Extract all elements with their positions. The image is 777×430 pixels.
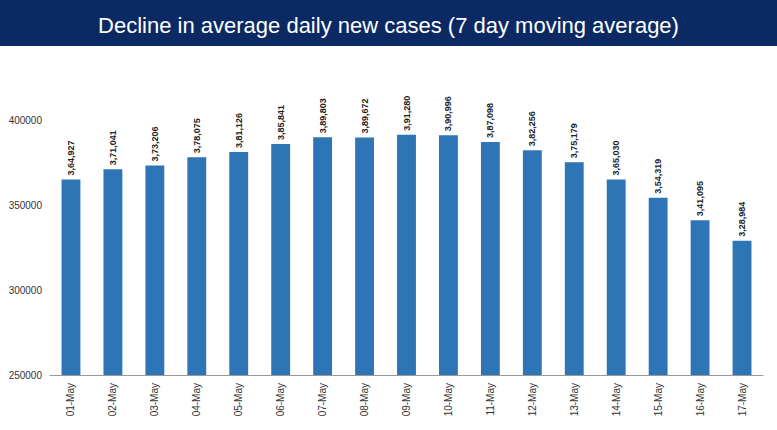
svg-text:3,73,206: 3,73,206 <box>150 127 160 162</box>
svg-text:3,81,126: 3,81,126 <box>234 113 244 148</box>
svg-text:09-May: 09-May <box>401 383 412 416</box>
svg-text:400000: 400000 <box>9 115 43 126</box>
svg-text:3,75,179: 3,75,179 <box>569 123 579 158</box>
svg-text:3,91,280: 3,91,280 <box>402 96 412 131</box>
svg-text:3,28,984: 3,28,984 <box>737 202 747 237</box>
svg-text:16-May: 16-May <box>695 383 706 416</box>
svg-text:350000: 350000 <box>9 200 43 211</box>
svg-text:3,71,041: 3,71,041 <box>108 130 118 165</box>
svg-text:04-May: 04-May <box>191 383 202 416</box>
svg-text:01-May: 01-May <box>65 383 76 416</box>
svg-text:3,65,030: 3,65,030 <box>611 140 621 175</box>
svg-text:3,54,319: 3,54,319 <box>653 159 663 194</box>
svg-text:06-May: 06-May <box>275 383 286 416</box>
svg-text:03-May: 03-May <box>149 383 160 416</box>
svg-text:300000: 300000 <box>9 285 43 296</box>
svg-text:07-May: 07-May <box>317 383 328 416</box>
svg-text:12-May: 12-May <box>527 383 538 416</box>
svg-text:3,87,098: 3,87,098 <box>485 103 495 138</box>
svg-text:Decline in average daily new c: Decline in average daily new cases (7 da… <box>98 13 679 38</box>
svg-text:02-May: 02-May <box>107 383 118 416</box>
svg-text:17-May: 17-May <box>737 383 748 416</box>
svg-text:13-May: 13-May <box>569 383 580 416</box>
svg-text:250000: 250000 <box>9 370 43 381</box>
svg-text:15-May: 15-May <box>653 383 664 416</box>
svg-text:3,85,841: 3,85,841 <box>276 105 286 140</box>
svg-text:08-May: 08-May <box>359 383 370 416</box>
svg-text:3,41,095: 3,41,095 <box>695 181 705 216</box>
svg-text:3,82,256: 3,82,256 <box>527 111 537 146</box>
svg-text:10-May: 10-May <box>443 383 454 416</box>
svg-text:3,64,927: 3,64,927 <box>66 141 76 176</box>
svg-text:11-May: 11-May <box>485 383 496 416</box>
svg-text:3,89,672: 3,89,672 <box>360 99 370 134</box>
svg-text:3,89,803: 3,89,803 <box>318 98 328 133</box>
svg-text:14-May: 14-May <box>611 383 622 416</box>
svg-text:3,90,996: 3,90,996 <box>443 96 453 131</box>
svg-text:3,78,075: 3,78,075 <box>192 118 202 153</box>
svg-text:05-May: 05-May <box>233 383 244 416</box>
